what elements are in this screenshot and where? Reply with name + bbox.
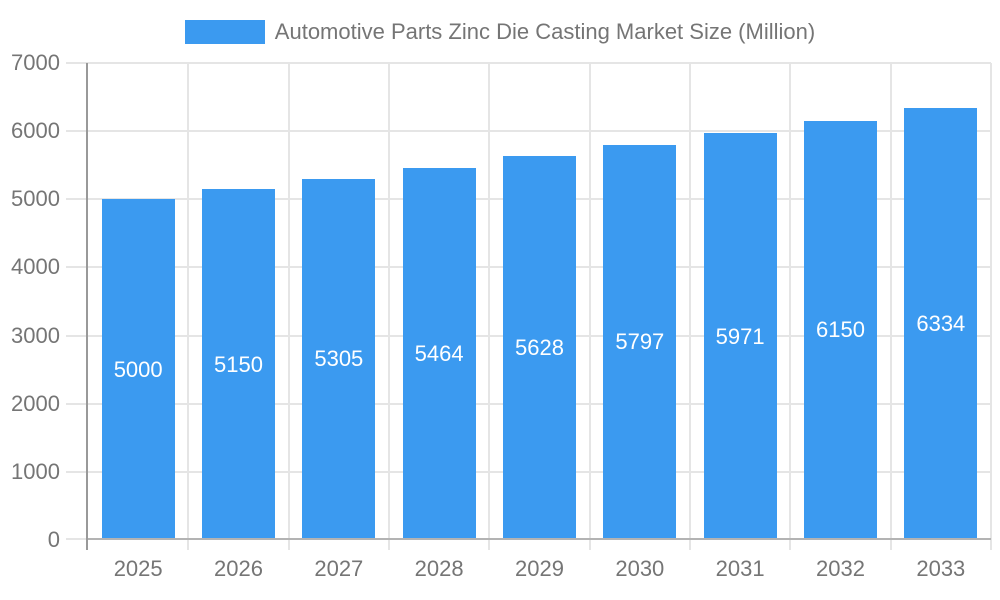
bar[interactable] <box>101 199 175 540</box>
v-gridline <box>990 63 992 550</box>
bar-value-label: 5971 <box>715 323 765 349</box>
y-axis-tick <box>66 538 88 540</box>
legend-swatch-icon <box>184 20 265 44</box>
v-gridline <box>187 63 190 550</box>
plot-area: 0 1000 2000 3000 4000 5000 6000 7000 5000 2025 515… <box>11 50 992 581</box>
bar[interactable] <box>703 133 777 540</box>
h-gridline <box>66 62 991 64</box>
bar-value-label: 5797 <box>615 329 665 355</box>
x-tick-label: 2026 <box>214 556 263 581</box>
bar[interactable] <box>402 167 476 540</box>
y-tick-label: 2000 <box>11 390 60 416</box>
bar-value-label: 5464 <box>414 340 464 366</box>
v-gridline <box>689 63 691 550</box>
bar-value-label: 5150 <box>214 351 263 377</box>
v-gridline <box>789 63 792 550</box>
y-axis-line <box>86 63 88 550</box>
y-tick-label: 5000 <box>11 186 60 212</box>
x-tick-label: 2032 <box>816 556 865 581</box>
v-gridline <box>287 63 290 550</box>
bar-value-label: 6334 <box>916 311 966 337</box>
x-tick-label: 2031 <box>715 556 765 581</box>
x-tick-label: 2030 <box>615 556 665 581</box>
y-tick-label: 7000 <box>11 50 60 75</box>
bar[interactable] <box>603 144 677 540</box>
y-tick-label: 3000 <box>11 322 60 348</box>
v-gridline <box>488 63 491 550</box>
y-tick-label: 1000 <box>11 458 60 484</box>
bar[interactable] <box>804 120 877 540</box>
bar-value-label: 5628 <box>515 335 564 361</box>
legend: Automotive Parts Zinc Die Casting Market… <box>0 19 1000 45</box>
bar-value-label: 5305 <box>314 346 364 372</box>
x-tick-label: 2029 <box>515 556 564 581</box>
bar[interactable] <box>302 178 376 540</box>
legend-item[interactable]: Automotive Parts Zinc Die Casting Market… <box>184 19 816 45</box>
v-gridline <box>588 63 591 550</box>
y-tick-label: 6000 <box>11 118 60 144</box>
bar-value-label: 5000 <box>113 356 163 382</box>
y-tick-label: 4000 <box>11 254 60 280</box>
h-gridline <box>66 130 991 133</box>
v-gridline <box>388 63 390 550</box>
bar[interactable] <box>904 108 978 540</box>
x-tick-label: 2027 <box>314 556 364 581</box>
y-tick-label: 0 <box>47 527 60 552</box>
x-tick-label: 2028 <box>414 556 464 581</box>
x-axis-baseline <box>88 538 991 540</box>
v-gridline <box>889 63 892 550</box>
bar[interactable] <box>202 189 275 540</box>
x-tick-label: 2025 <box>113 556 163 581</box>
x-tick-label: 2033 <box>916 556 966 581</box>
bar-value-label: 6150 <box>816 317 865 343</box>
bar[interactable] <box>503 156 576 540</box>
legend-label: Automotive Parts Zinc Die Casting Market… <box>274 19 816 44</box>
